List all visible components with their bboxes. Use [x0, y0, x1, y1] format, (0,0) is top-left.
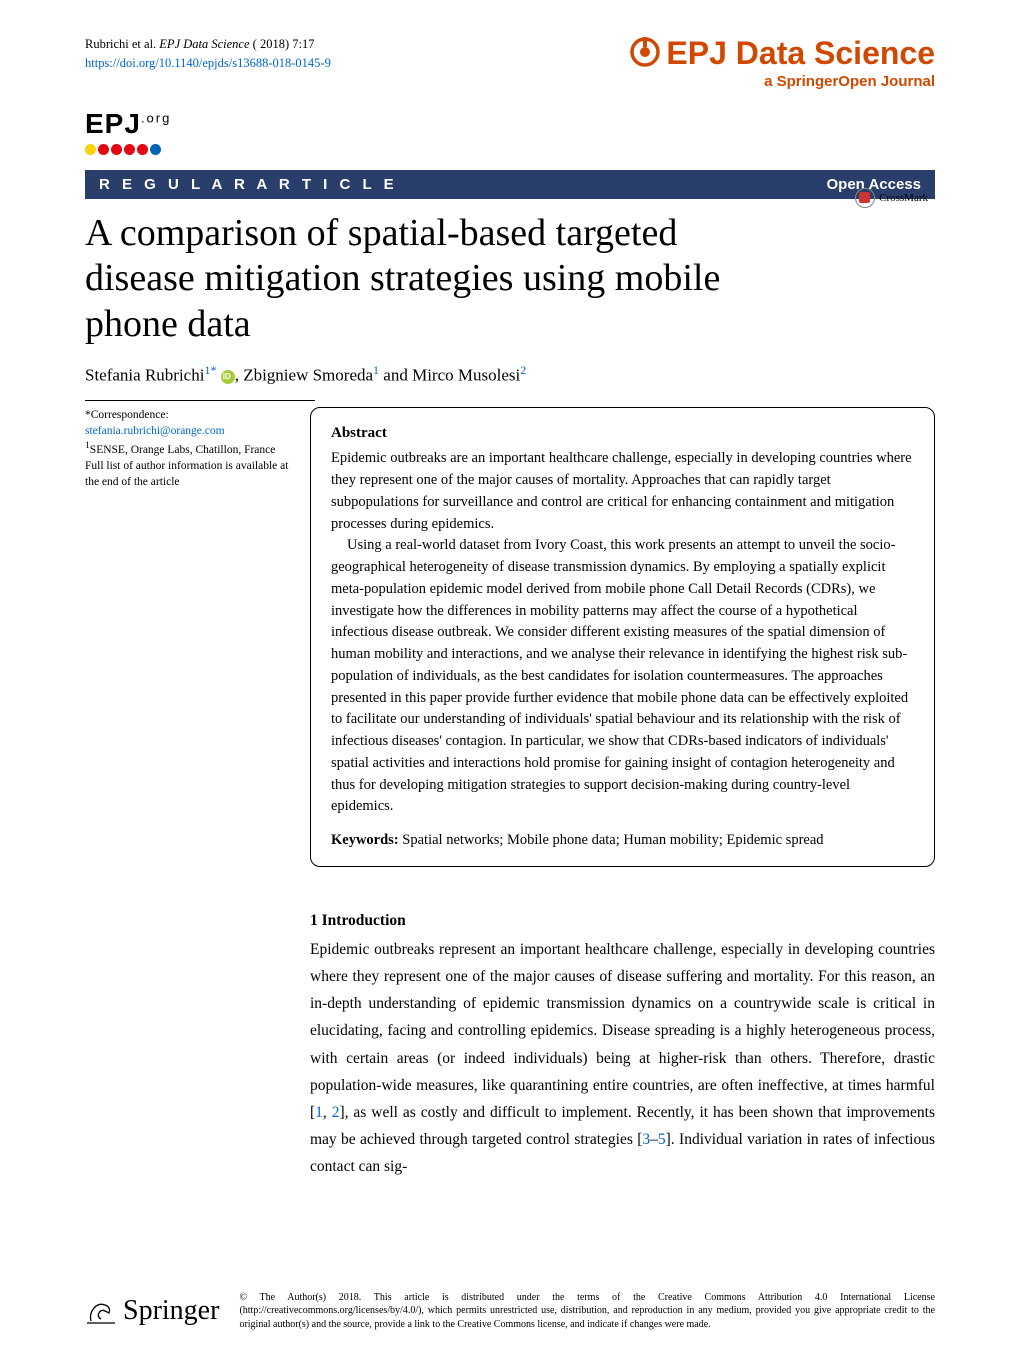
- citation-authors: Rubrichi et al.: [85, 37, 156, 51]
- abstract-para-1: Epidemic outbreaks are an important heal…: [331, 448, 914, 535]
- header: Rubrichi et al. EPJ Data Science ( 2018)…: [85, 35, 935, 90]
- citation-journal: EPJ Data Science: [159, 37, 249, 51]
- abstract-heading: Abstract: [331, 422, 914, 445]
- article-type-bar: R E G U L A R A R T I C L E Open Access: [85, 170, 935, 199]
- epj-dots: [85, 142, 935, 160]
- affiliation-1: 1SENSE, Orange Labs, Chatillon, France: [85, 439, 290, 458]
- crossmark-badge[interactable]: CrossMark: [855, 188, 928, 208]
- introduction-section: 1 Introduction Epidemic outbreaks repres…: [310, 907, 935, 1180]
- crossmark-label: CrossMark: [879, 192, 928, 204]
- ref-5[interactable]: 5: [658, 1131, 666, 1148]
- correspondence-label: *Correspondence:: [85, 407, 290, 423]
- journal-subtitle: a SpringerOpen Journal: [630, 73, 935, 90]
- author-3-affil: 2: [520, 363, 526, 377]
- keywords-label: Keywords:: [331, 832, 399, 848]
- springer-horse-icon: [85, 1295, 117, 1327]
- citation-ref: ( 2018) 7:17: [253, 37, 315, 51]
- orcid-icon[interactable]: [221, 370, 235, 384]
- journal-name: EPJ Data Science: [630, 35, 935, 75]
- footer: Springer © The Author(s) 2018. This arti…: [85, 1291, 935, 1332]
- epj-logo: EPJ.org: [85, 108, 935, 160]
- epj-text: EPJ.org: [85, 108, 171, 139]
- copyright-text: © The Author(s) 2018. This article is di…: [239, 1291, 935, 1332]
- journal-icon: [630, 37, 660, 75]
- author-3: Mirco Musolesi: [412, 366, 520, 385]
- ref-3[interactable]: 3: [642, 1131, 650, 1148]
- journal-brand: EPJ Data Science a SpringerOpen Journal: [630, 35, 935, 90]
- crossmark-icon: [855, 188, 875, 208]
- springer-text: Springer: [123, 1295, 219, 1327]
- article-title: A comparison of spatial-based targeted d…: [85, 211, 935, 348]
- author-1-affil: 1*: [204, 363, 216, 377]
- keywords-line: Keywords: Spatial networks; Mobile phone…: [331, 830, 914, 852]
- abstract-box: Abstract Epidemic outbreaks are an impor…: [310, 407, 935, 867]
- authors-line: Stefania Rubrichi1* , Zbigniew Smoreda1 …: [85, 363, 935, 386]
- springer-logo: Springer: [85, 1295, 219, 1327]
- article-type: R E G U L A R A R T I C L E: [99, 176, 398, 193]
- author-2: Zbigniew Smoreda: [243, 366, 373, 385]
- correspondence-sidebar: *Correspondence: stefania.rubrichi@orang…: [85, 407, 290, 867]
- abstract-row: *Correspondence: stefania.rubrichi@orang…: [85, 407, 935, 867]
- intro-heading: 1 Introduction: [310, 907, 935, 934]
- author-1: Stefania Rubrichi: [85, 366, 204, 385]
- correspondence-email[interactable]: stefania.rubrichi@orange.com: [85, 425, 225, 437]
- intro-paragraph: Epidemic outbreaks represent an importan…: [310, 936, 935, 1180]
- ref-1[interactable]: 1: [315, 1104, 323, 1121]
- full-author-list-note: Full list of author information is avail…: [85, 458, 290, 490]
- abstract-para-2: Using a real-world dataset from Ivory Co…: [331, 535, 914, 818]
- doi-link[interactable]: https://doi.org/10.1140/epjds/s13688-018…: [85, 56, 331, 70]
- citation-block: Rubrichi et al. EPJ Data Science ( 2018)…: [85, 35, 331, 73]
- sidebar-divider: [85, 400, 315, 401]
